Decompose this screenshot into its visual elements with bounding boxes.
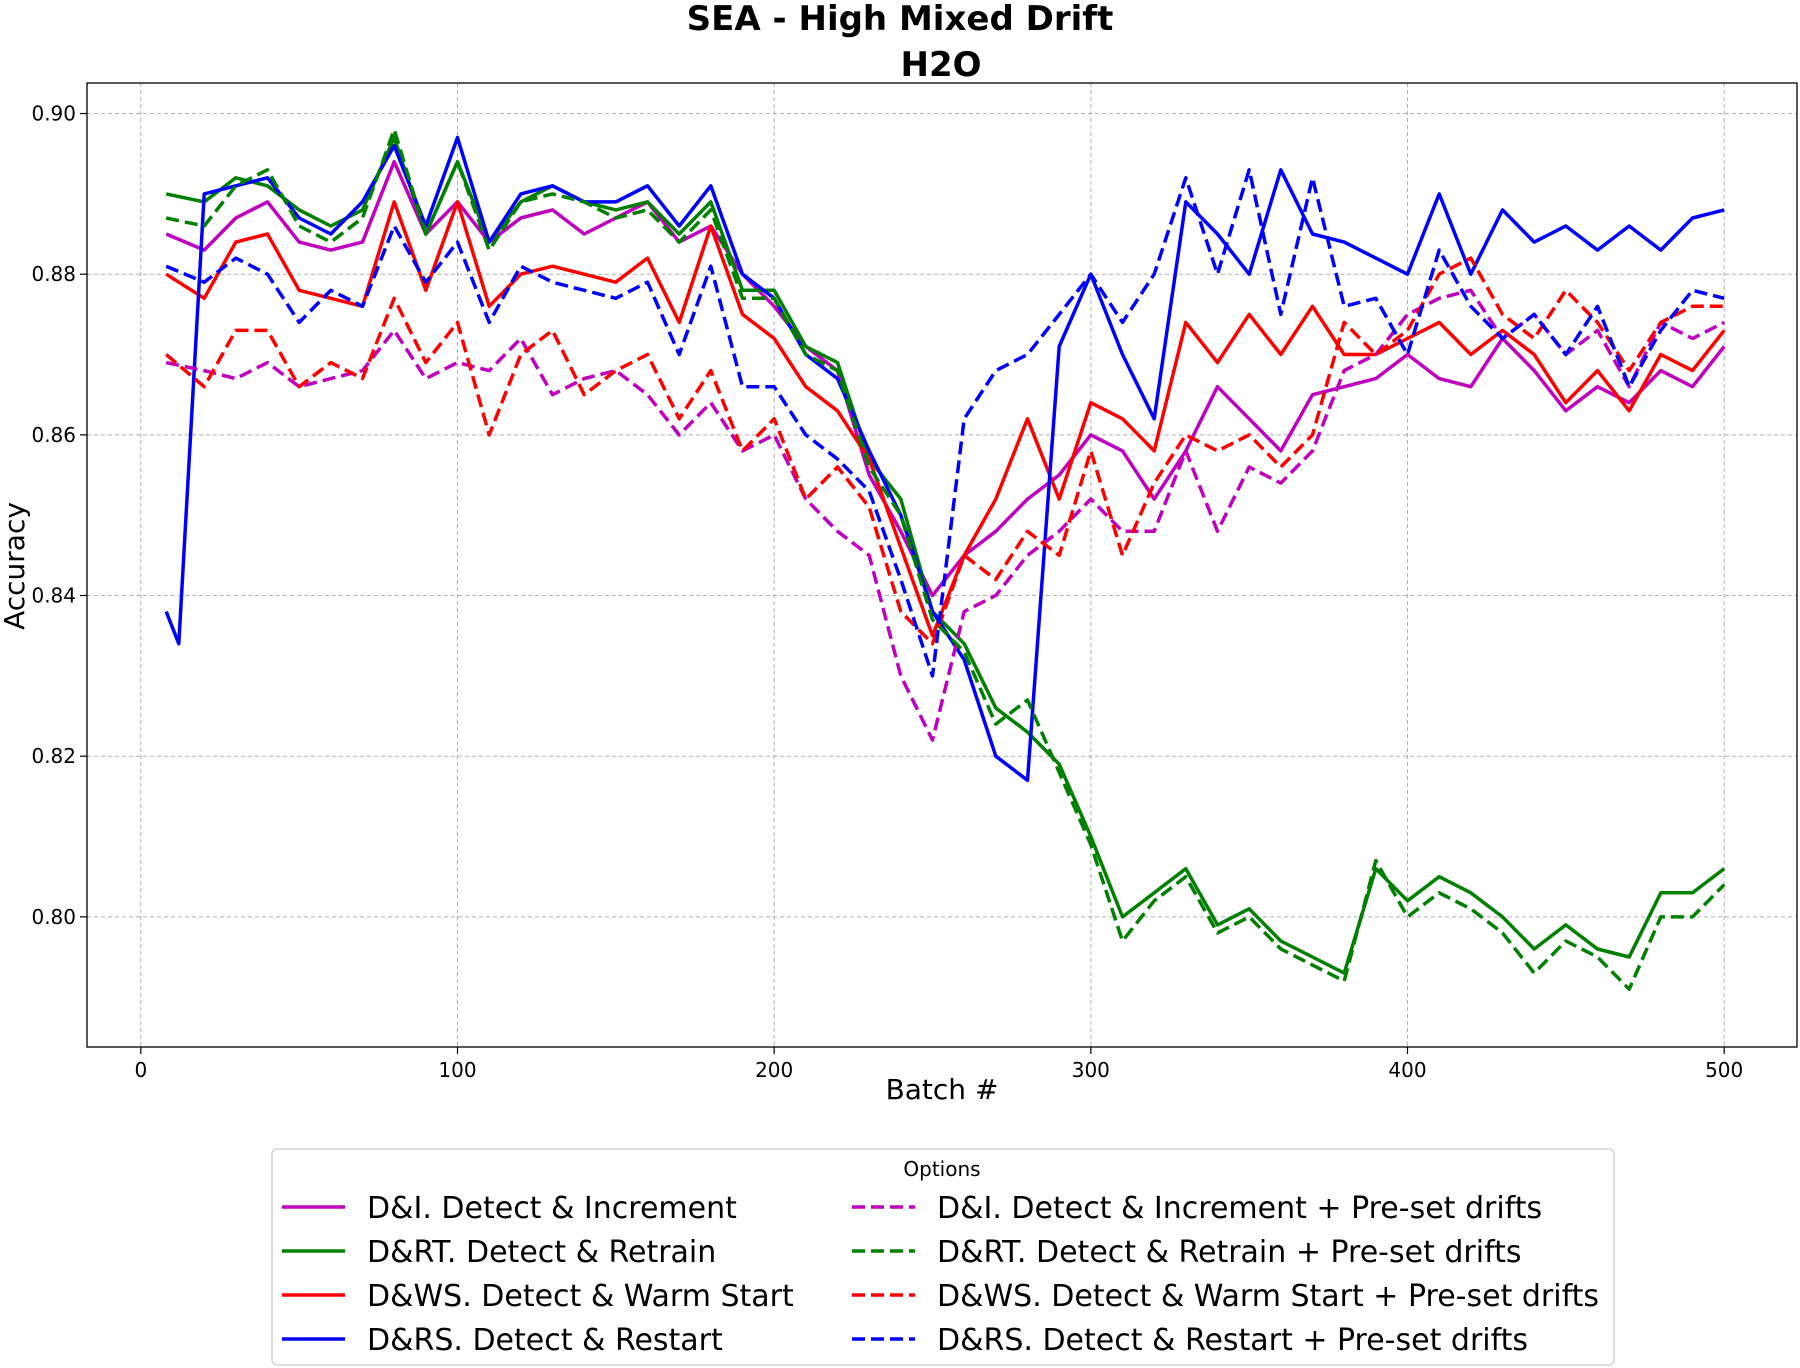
chart-subtitle: H2O — [900, 45, 981, 85]
x-tick-label: 300 — [1072, 1058, 1110, 1082]
series-line-d-rs-detect-restart-pre-set-drifts — [165, 168, 1725, 678]
series-layer — [164, 127, 1726, 991]
legend-label-d-ws-detect-warm-start-pre-set-drifts: D&WS. Detect & Warm Start + Pre-set drif… — [937, 1279, 1599, 1314]
legend-label-d-rs-detect-restart: D&RS. Detect & Restart — [367, 1323, 723, 1358]
grid-layer — [87, 83, 1797, 1047]
x-tick-label: 500 — [1705, 1058, 1743, 1082]
x-tick-label: 0 — [134, 1058, 147, 1082]
legend-items: D&I. Detect & Increment D&RT. Detect & Re… — [282, 1191, 1599, 1358]
x-axis-label: Batch # — [886, 1073, 999, 1106]
legend-label-d-i-detect-increment-pre-set-drifts: D&I. Detect & Increment + Pre-set drifts — [937, 1191, 1542, 1226]
x-tick-label: 100 — [438, 1058, 476, 1082]
series-line-d-rt-detect-retrain — [165, 135, 1726, 975]
legend-label-d-ws-detect-warm-start: D&WS. Detect & Warm Start — [367, 1279, 794, 1314]
plot-frame — [86, 82, 1798, 1048]
y-tick-label: 0.84 — [31, 584, 76, 608]
tick-layer: 0 100 200 300 400 500 0.80 0.82 0.84 0.86 0.88 0.90 — [31, 102, 1743, 1082]
y-tick-label: 0.90 — [31, 102, 76, 126]
chart-title: SEA - High Mixed Drift — [687, 0, 1114, 39]
legend-label-d-rt-detect-retrain: D&RT. Detect & Retrain — [367, 1235, 716, 1270]
series-line-d-i-detect-increment — [165, 159, 1726, 598]
y-axis-label: Accuracy — [0, 502, 31, 630]
legend-title: Options — [903, 1157, 980, 1181]
x-tick-label: 400 — [1388, 1058, 1426, 1082]
y-tick-label: 0.88 — [31, 262, 76, 286]
series-line-d-ws-detect-warm-start-pre-set-drifts — [165, 256, 1725, 646]
series-line-d-i-detect-increment-pre-set-drifts — [165, 288, 1725, 742]
legend-label-d-i-detect-increment: D&I. Detect & Increment — [367, 1191, 737, 1226]
series-line-d-rs-detect-restart — [164, 135, 1725, 783]
legend-box — [271, 1148, 1615, 1366]
y-tick-label: 0.86 — [31, 423, 76, 447]
y-tick-label: 0.82 — [31, 744, 76, 768]
series-line-d-ws-detect-warm-start — [165, 200, 1726, 638]
legend-label-d-rs-detect-restart-pre-set-drifts: D&RS. Detect & Restart + Pre-set drifts — [937, 1323, 1528, 1358]
y-tick-label: 0.80 — [31, 905, 76, 929]
series-line-d-rt-detect-retrain-pre-set-drifts — [165, 127, 1726, 991]
legend-label-d-rt-detect-retrain-pre-set-drifts: D&RT. Detect & Retrain + Pre-set drifts — [937, 1235, 1522, 1270]
x-tick-label: 200 — [755, 1058, 793, 1082]
legend: Options D&I. Detect & Increment D&RT. Det… — [271, 1148, 1615, 1366]
